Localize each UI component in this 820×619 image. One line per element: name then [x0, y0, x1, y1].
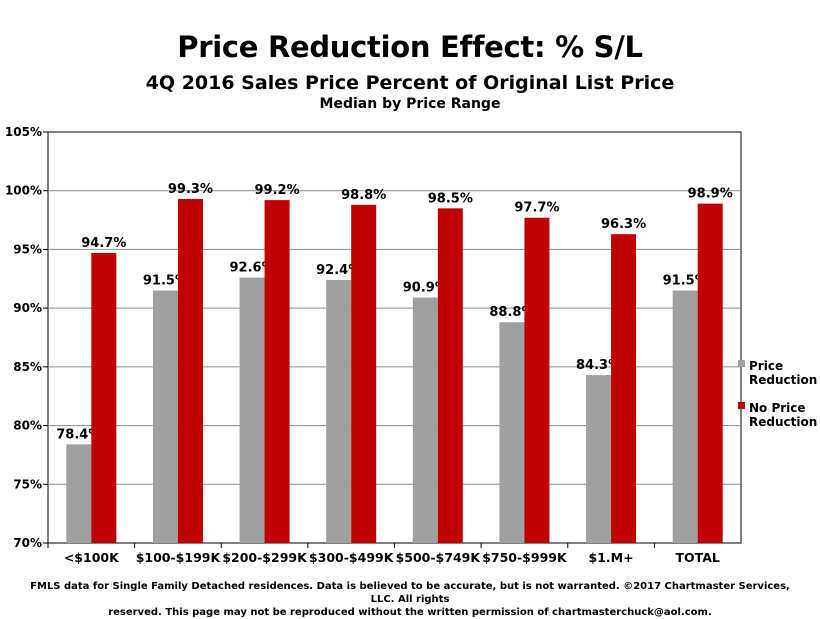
legend-swatch [738, 360, 745, 367]
data-label: 94.7% [81, 236, 126, 251]
data-label: 99.2% [255, 183, 300, 198]
data-label: 99.3% [168, 182, 213, 197]
bar [437, 208, 463, 544]
chart-title: Price Reduction Effect: % S/L [177, 30, 643, 64]
x-tick-label: $300-$499K [309, 550, 395, 565]
y-tick-label: 95% [13, 242, 42, 256]
data-label: 84.3% [576, 358, 621, 373]
x-tick-label: $500-$749K [396, 550, 482, 565]
legend-label: No Price [749, 401, 806, 415]
footer-line-1: FMLS data for Single Family Detached res… [30, 581, 790, 605]
y-tick-label: 85% [13, 360, 42, 374]
bar [66, 444, 92, 543]
bar [524, 217, 550, 544]
y-tick-label: 70% [13, 536, 42, 550]
bar [326, 279, 352, 543]
data-label: 91.5% [143, 274, 188, 289]
data-label: 96.3% [601, 217, 646, 232]
x-tick-label: <$100K [64, 550, 120, 565]
x-tick-label: $750-$999K [482, 550, 568, 565]
y-tick-label: 100% [5, 184, 42, 198]
bar [499, 322, 525, 543]
bar [239, 277, 265, 543]
bar [697, 203, 723, 544]
legend-label: Reduction [749, 415, 817, 429]
legend-label: Reduction [749, 373, 817, 387]
x-tick-label: $1.M+ [589, 550, 634, 565]
bar [177, 198, 203, 544]
bar [611, 234, 637, 544]
data-label: 90.9% [403, 281, 448, 296]
chart-subtitle: 4Q 2016 Sales Price Percent of Original … [145, 72, 675, 94]
y-tick-label: 75% [13, 477, 42, 491]
bar [672, 290, 698, 543]
bar [351, 204, 377, 543]
footer-note: FMLS data for Single Family Detached res… [20, 580, 800, 619]
legend-swatch [738, 402, 745, 409]
data-label: 78.4% [56, 427, 101, 442]
bar [264, 200, 290, 543]
bar [586, 375, 612, 543]
data-label: 98.5% [428, 191, 473, 206]
data-label: 92.4% [316, 263, 361, 278]
data-label: 92.6% [230, 261, 275, 276]
legend-label: Price [749, 359, 783, 373]
x-tick-label: TOTAL [676, 550, 720, 565]
plot-area [47, 131, 742, 544]
y-tick-label: 90% [13, 301, 42, 315]
data-label: 97.7% [514, 201, 559, 216]
y-tick-label: 80% [13, 419, 42, 433]
bar [152, 290, 178, 543]
data-label: 98.9% [688, 187, 733, 202]
y-tick-label: 105% [5, 125, 42, 139]
data-label: 88.8% [489, 305, 534, 320]
bar [91, 252, 117, 544]
data-label: 91.5% [663, 274, 708, 289]
footer-line-2: reserved. This page may not be reproduce… [108, 607, 712, 618]
chart-subtitle-2: Median by Price Range [319, 96, 501, 112]
x-tick-label: $100-$199K [136, 550, 222, 565]
data-label: 98.8% [341, 188, 386, 203]
bar [412, 297, 438, 543]
x-tick-label: $200-$299K [222, 550, 308, 565]
